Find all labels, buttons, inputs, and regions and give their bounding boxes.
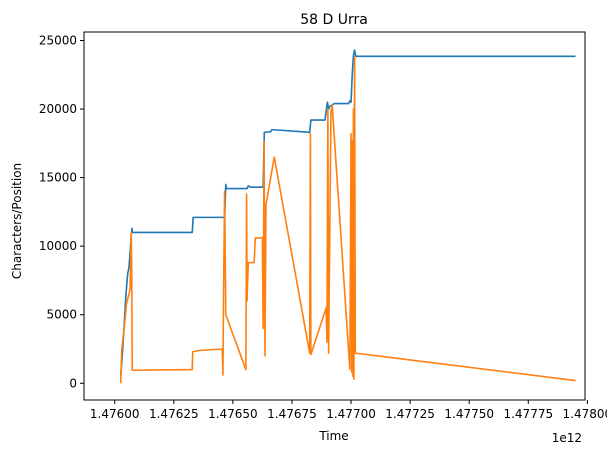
chart-title: 58 D Urra xyxy=(300,12,368,28)
plot-area xyxy=(119,49,576,384)
axes: 1.47600 1.47625 1.47650 1.47675 1.47700 1.477… xyxy=(39,31,607,421)
plot-frame xyxy=(83,31,586,401)
x-tick-label: 1.47775 xyxy=(503,407,553,421)
x-tick-label: 1.47600 xyxy=(90,407,140,421)
x-tick-label: 1.47650 xyxy=(208,407,258,421)
x-tick-label: 1.47625 xyxy=(149,407,199,421)
y-tick-label: 15000 xyxy=(39,171,77,185)
x-tick-label: 1.47725 xyxy=(385,407,435,421)
series-line-2 xyxy=(119,56,576,384)
x-tick-label: 1.47700 xyxy=(326,407,376,421)
y-tick-label: 10000 xyxy=(39,239,77,253)
y-tick-label: 0 xyxy=(69,376,77,390)
y-tick-label: 5000 xyxy=(46,308,77,322)
x-axis-label: Time xyxy=(318,429,348,443)
y-tick-label: 25000 xyxy=(39,34,77,48)
series-line-1 xyxy=(119,49,576,377)
x-axis-offset-label: 1e12 xyxy=(552,431,582,445)
x-tick-label: 1.47675 xyxy=(267,407,317,421)
y-axis-label: Characters/Position xyxy=(10,163,24,279)
x-tick-label: 1.47750 xyxy=(444,407,494,421)
y-tick-label: 20000 xyxy=(39,102,77,116)
